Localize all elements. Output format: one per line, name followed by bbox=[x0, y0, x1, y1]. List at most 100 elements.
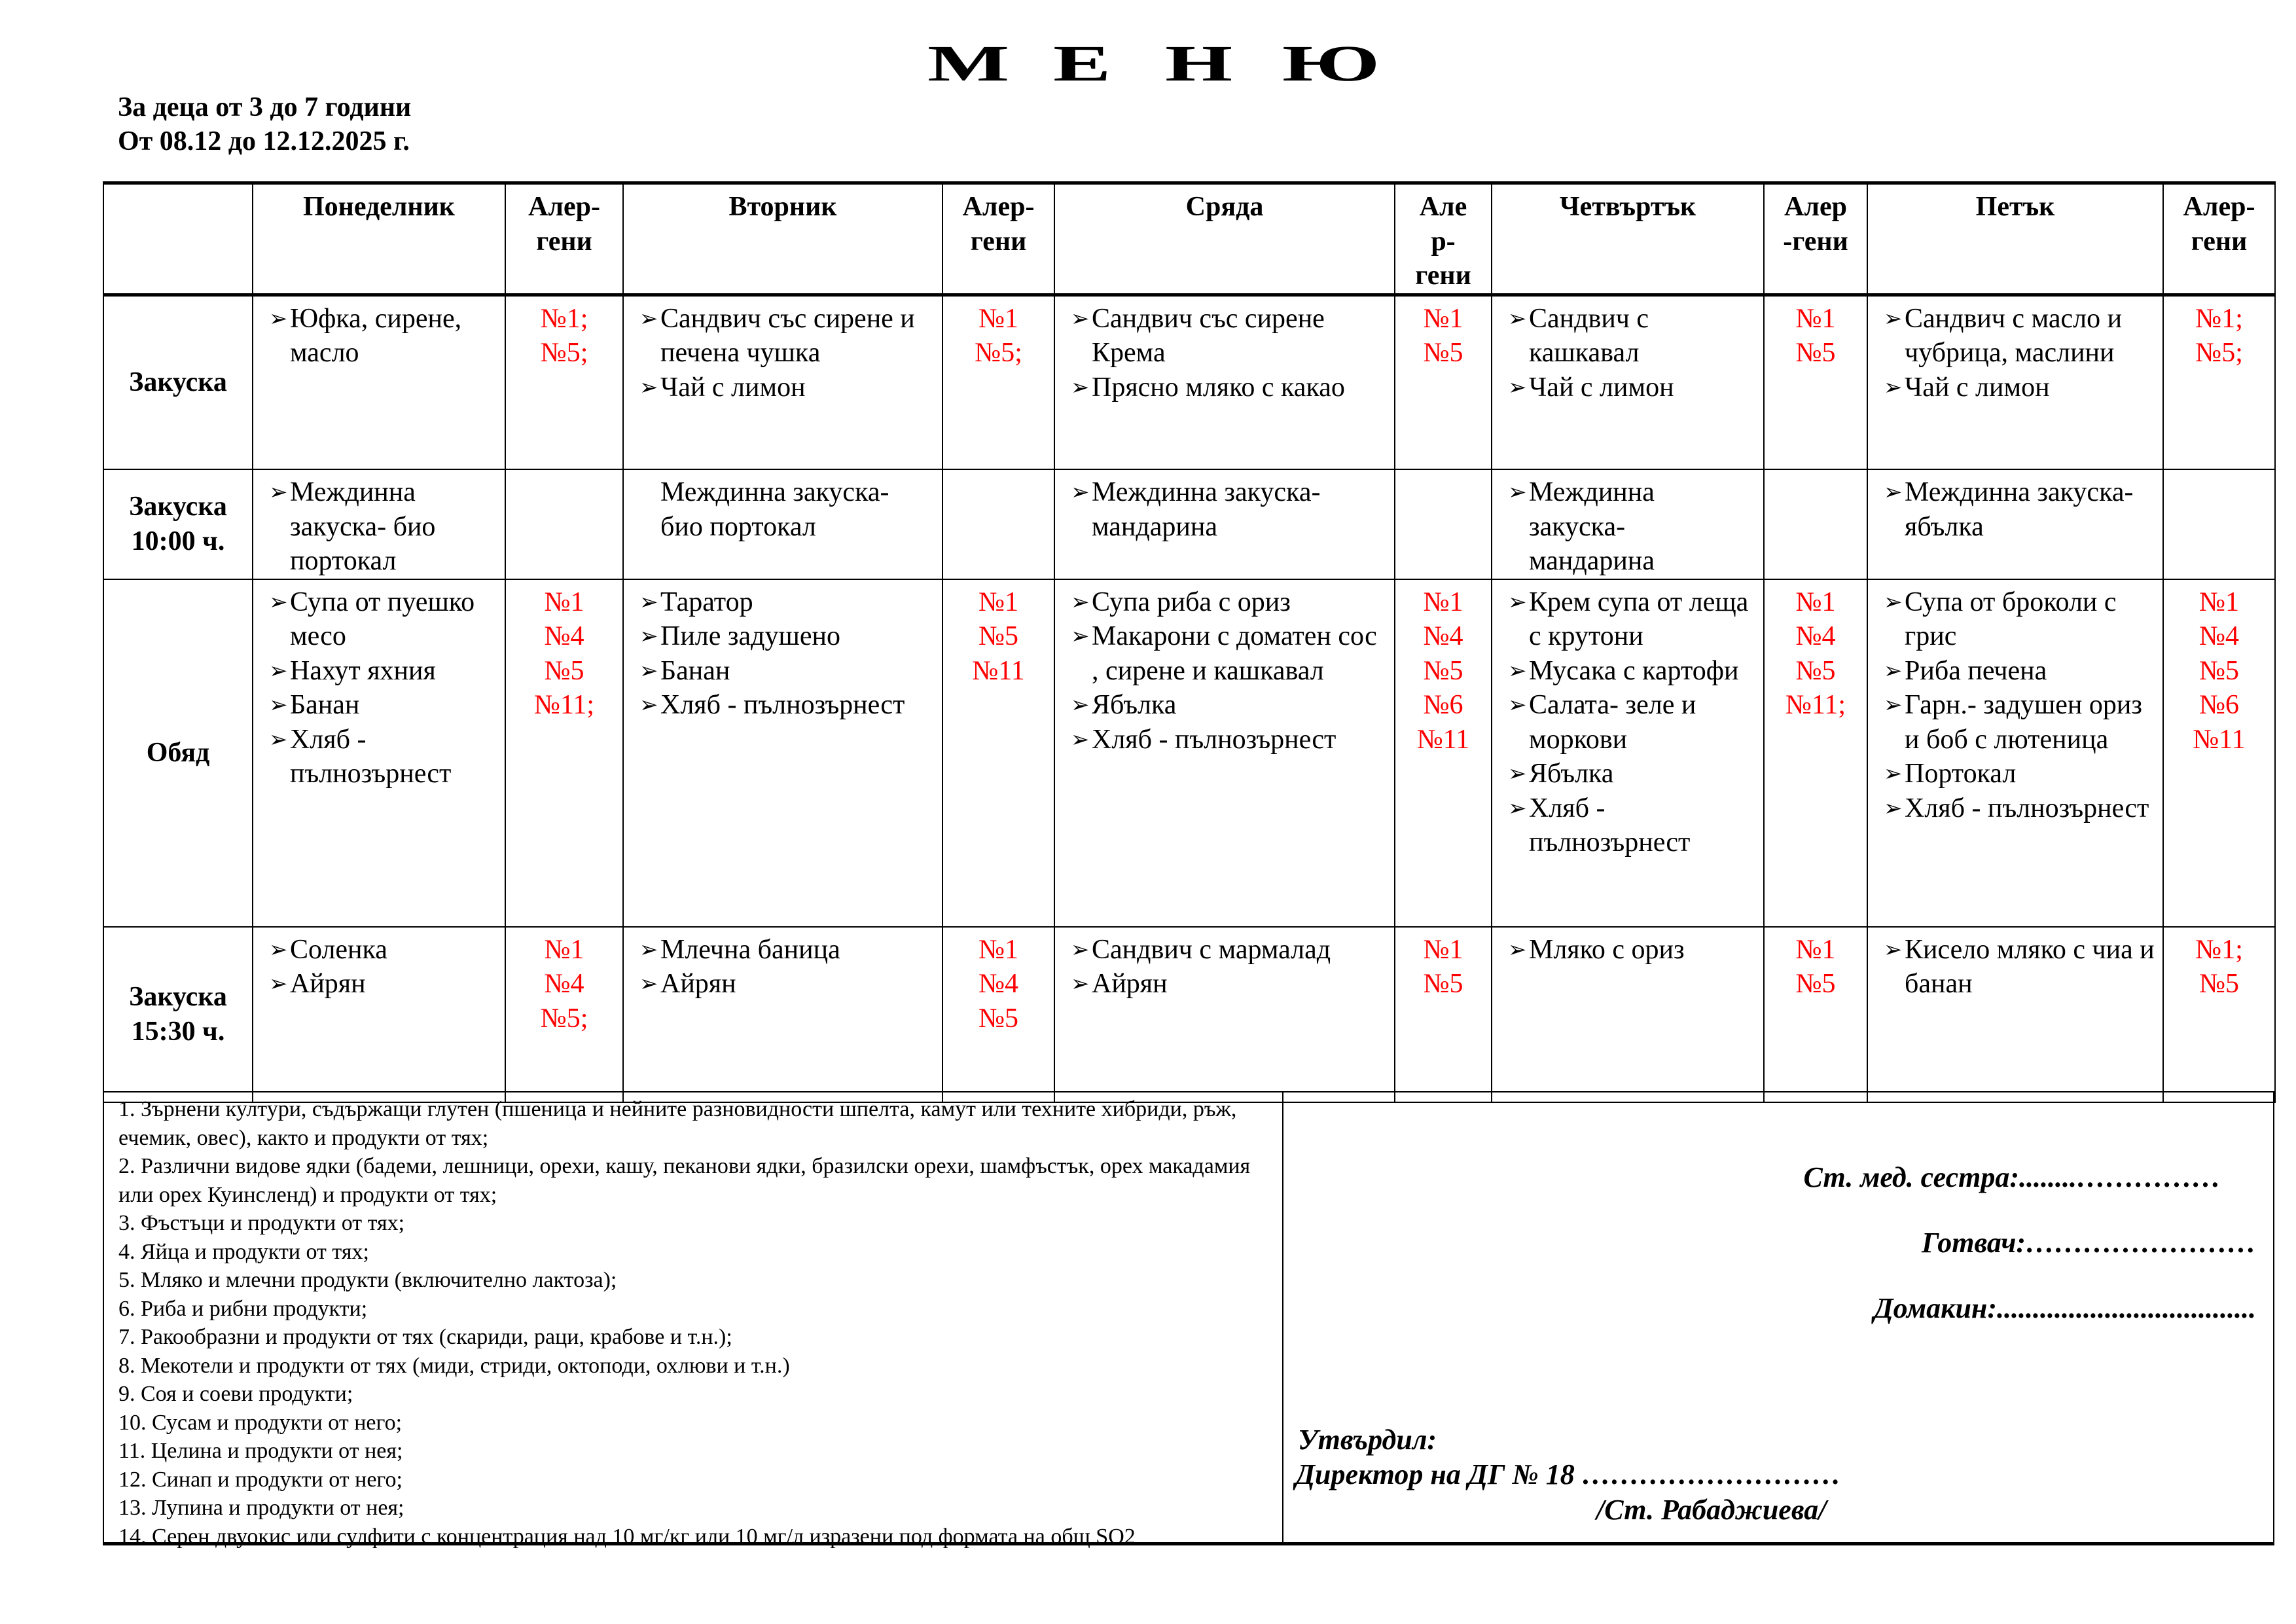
allergen-code: №1 bbox=[1423, 303, 1463, 334]
title-letter: Е bbox=[1053, 35, 1111, 92]
allergen-code: №1; bbox=[540, 303, 588, 334]
dish-text: Айрян bbox=[660, 969, 736, 999]
allergen-cell bbox=[2162, 469, 2276, 580]
dish-cell: ➢ Сандвич с масло и чубрица, маслини ➢ Чай … bbox=[1867, 294, 2164, 470]
dish-cell: ➢ Супа от пуешко месо ➢ Нахут яхния ➢ Банан ➢ Х… bbox=[252, 578, 506, 928]
dish-cell: Междинна закуска- био портокал bbox=[622, 469, 943, 580]
dish-item: ➢ Гарн.- задушен ориз и боб с лютеница bbox=[1874, 688, 2156, 757]
arrowhead-bullet-icon: ➢ bbox=[1508, 761, 1527, 787]
dish-text: Айрян bbox=[290, 969, 366, 999]
arrowhead-bullet-icon: ➢ bbox=[1071, 588, 1090, 615]
arrowhead-bullet-icon: ➢ bbox=[639, 374, 658, 401]
dish-item: ➢ Сандвич със сирене и печена чушка bbox=[630, 302, 935, 370]
arrowhead-bullet-icon: ➢ bbox=[269, 305, 288, 332]
dish-text: Риба печена bbox=[1905, 655, 2047, 686]
allergen-code: №1 bbox=[1795, 934, 1836, 965]
arrowhead-bullet-icon: ➢ bbox=[269, 657, 288, 684]
dish-cell: ➢ Сандвич с мармалад ➢ Айрян bbox=[1054, 926, 1395, 1103]
arrowhead-bullet-icon: ➢ bbox=[1508, 479, 1527, 505]
dish-text: Чай с лимон bbox=[1905, 372, 2050, 403]
meal-name: Закуска 10:00 ч. bbox=[103, 469, 253, 580]
dish-cell: ➢ Сандвич със сирене Крема ➢ Прясно мляко с… bbox=[1054, 294, 1395, 470]
arrowhead-bullet-icon: ➢ bbox=[269, 726, 288, 753]
column-header bbox=[103, 181, 253, 297]
allergen-code: №5 bbox=[978, 621, 1019, 651]
allergen-code: №5; bbox=[2195, 338, 2243, 368]
arrowhead-bullet-icon: ➢ bbox=[1071, 623, 1090, 649]
arrowhead-bullet-icon: ➢ bbox=[639, 657, 658, 684]
legend-item: 2. Различни видове ядки (бадеми, лешници… bbox=[118, 1154, 1251, 1207]
dish-item: ➢ Риба печена bbox=[1874, 654, 2156, 689]
allergen-code: №4 bbox=[1795, 621, 1836, 651]
allergen-cell bbox=[505, 469, 624, 580]
arrowhead-bullet-icon: ➢ bbox=[1884, 761, 1903, 787]
header-row: Понеделник Алер- гени Вторник Алер- гени Сря… bbox=[103, 181, 2276, 297]
page-title: М Е Н Ю bbox=[927, 34, 1380, 93]
allergen-code: №11; bbox=[1785, 690, 1846, 720]
allergen-code: №4 bbox=[978, 969, 1019, 999]
allergen-code: №1 bbox=[978, 934, 1019, 965]
dish-item: ➢ Чай с лимон bbox=[1874, 370, 2156, 405]
arrowhead-bullet-icon: ➢ bbox=[269, 479, 288, 505]
allergen-code: №5; bbox=[540, 338, 588, 368]
dish-cell: ➢ Супа от броколи с грис ➢ Риба печена ➢ Гарн… bbox=[1867, 578, 2164, 928]
dish-cell: ➢ Междинна закуска- био портокал bbox=[252, 469, 506, 580]
arrowhead-bullet-icon: ➢ bbox=[1884, 374, 1903, 401]
dish-item: ➢ Чай с лимон bbox=[630, 370, 935, 405]
column-header: Алер -гени bbox=[1763, 181, 1868, 297]
dish-item: ➢ Таратор bbox=[630, 585, 935, 620]
dish-text: Таратор bbox=[660, 586, 753, 617]
cook-signature: Готвач:…………………… bbox=[1921, 1227, 2256, 1259]
footer: 1. Зърнени култури, съдържащи глутен (пш… bbox=[103, 1091, 2274, 1549]
allergen-code: №6 bbox=[2198, 690, 2240, 720]
dish-text: Салата- зеле и моркови bbox=[1529, 690, 1696, 755]
allergen-code: №4 bbox=[2198, 621, 2240, 651]
dish-cell: ➢ Кисело мляко с чиа и банан bbox=[1867, 926, 2164, 1103]
column-header: Алер- гени bbox=[2162, 181, 2276, 297]
dish-cell: ➢ Сандвич с кашкавал ➢ Чай с лимон bbox=[1491, 294, 1765, 470]
arrowhead-bullet-icon: ➢ bbox=[1884, 479, 1903, 505]
dish-text: Супа риба с ориз bbox=[1092, 586, 1291, 617]
allergen-code: №5; bbox=[975, 338, 1022, 368]
legend-item: 13. Лупина и продукти от нея; bbox=[118, 1496, 404, 1520]
allergen-cell: №1; №5 bbox=[2162, 926, 2276, 1103]
dish-item: ➢ Соленка bbox=[260, 933, 498, 967]
arrowhead-bullet-icon: ➢ bbox=[1071, 479, 1090, 505]
dish-text: Междинна закуска-ябълка bbox=[1905, 477, 2134, 542]
dish-item: ➢ Хляб - пълнозърнест bbox=[630, 688, 935, 723]
arrowhead-bullet-icon: ➢ bbox=[1884, 657, 1903, 684]
allergen-code: №1 bbox=[1423, 934, 1463, 965]
allergen-code: №4 bbox=[1423, 621, 1463, 651]
dish-text: Хляб - пълнозърнест bbox=[1905, 793, 2149, 823]
dish-cell: ➢ Млечна баница ➢ Айрян bbox=[622, 926, 943, 1103]
dish-item: ➢ Юфка, сирене, масло bbox=[260, 302, 498, 370]
dish-item: ➢ Айрян bbox=[630, 967, 935, 1001]
dish-text: Соленка bbox=[290, 934, 387, 965]
dish-item: ➢ Супа от броколи с грис bbox=[1874, 585, 2156, 654]
signatures: Ст. мед. сестра:........…………… Готвач:………… bbox=[1283, 1092, 2273, 1542]
arrowhead-bullet-icon: ➢ bbox=[269, 971, 288, 997]
arrowhead-bullet-icon: ➢ bbox=[1884, 692, 1903, 718]
dish-item: ➢ Хляб - пълнозърнест bbox=[260, 723, 498, 791]
dish-cell: ➢ Междинна закуска- мандарина bbox=[1491, 469, 1765, 580]
dish-item: ➢ Ябълка bbox=[1499, 757, 1757, 791]
dish-item: ➢ Сандвич с мармалад bbox=[1062, 933, 1388, 967]
meal-row: Закуска 15:30 ч. ➢ Соленка ➢ Айрян №1 №4 №5; ➢ Мл… bbox=[103, 926, 2276, 1103]
allergen-code: №11; bbox=[533, 690, 595, 720]
dish-item: ➢ Макарони с доматен сос , сирене и кашка… bbox=[1062, 619, 1388, 688]
title-letter: Н bbox=[1164, 35, 1233, 92]
arrowhead-bullet-icon: ➢ bbox=[639, 971, 658, 997]
allergen-code: №1 bbox=[2198, 586, 2240, 617]
allergen-code: №5 bbox=[2198, 655, 2240, 686]
dish-item: ➢ Банан bbox=[260, 688, 498, 723]
allergen-cell: №1 №4 №5; bbox=[505, 926, 624, 1103]
allergen-cell: №1 №4 №5 bbox=[942, 926, 1055, 1103]
allergen-cell: №1 №5 bbox=[1394, 926, 1492, 1103]
dish-text: Междинна закуска- био портокал bbox=[290, 477, 436, 576]
allergen-cell: №1; №5; bbox=[505, 294, 624, 470]
meal-row: Закуска ➢ Юфка, сирене, масло №1; №5; ➢ Сандви… bbox=[103, 294, 2276, 470]
dish-item: ➢ Ябълка bbox=[1062, 688, 1388, 723]
dish-text: Хляб - пълнозърнест bbox=[1529, 793, 1691, 858]
legend-item: 9. Соя и соеви продукти; bbox=[118, 1382, 353, 1406]
meal-name: Закуска 15:30 ч. bbox=[103, 926, 253, 1103]
